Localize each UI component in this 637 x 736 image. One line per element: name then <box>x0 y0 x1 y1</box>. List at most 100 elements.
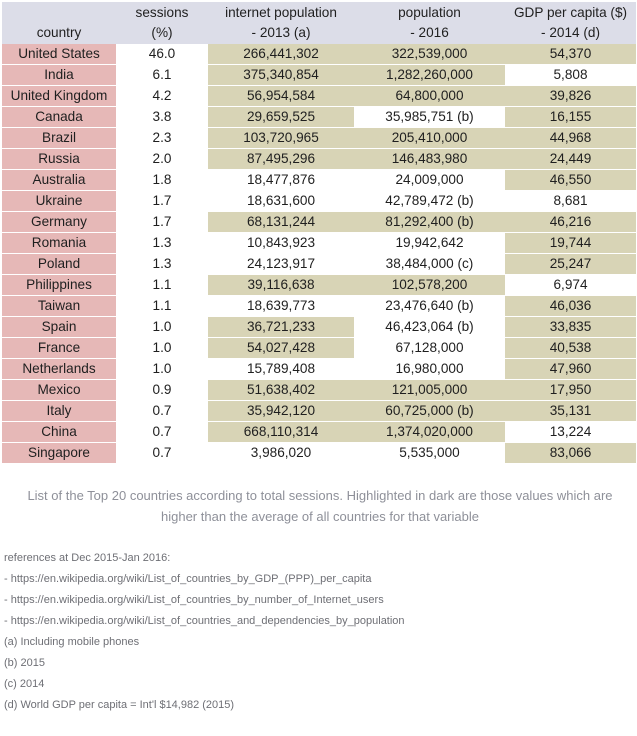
cell-gdp-per-capita: 33,835 <box>505 316 636 338</box>
cell-country: Germany <box>2 211 116 233</box>
cell-internet-population: 24,123,917 <box>208 253 354 275</box>
cell-population: 5,535,000 <box>354 442 505 463</box>
cell-country: India <box>2 64 116 86</box>
caption-line: higher than the average of all countries… <box>161 509 479 524</box>
table-row: Philippines 1.1 39,116,638 102,578,200 6,974 <box>2 274 636 296</box>
header-gdp-line2: - 2014 (d) <box>541 25 600 40</box>
cell-sessions: 1.1 <box>116 274 208 296</box>
cell-internet-population: 266,441,302 <box>208 44 354 65</box>
cell-sessions: 1.0 <box>116 316 208 338</box>
cell-gdp-per-capita: 35,131 <box>505 400 636 422</box>
cell-population: 67,128,000 <box>354 337 505 359</box>
cell-gdp-per-capita: 39,826 <box>505 85 636 107</box>
cell-country: Singapore <box>2 442 116 463</box>
table-row: Canada 3.8 29,659,525 35,985,751 (b) 16,155 <box>2 106 636 128</box>
cell-population: 102,578,200 <box>354 274 505 296</box>
caption-line: List of the Top 20 countries according t… <box>27 488 613 503</box>
table-row: Italy 0.7 35,942,120 60,725,000 (b) 35,131 <box>2 400 636 422</box>
cell-population: 16,980,000 <box>354 358 505 380</box>
cell-gdp-per-capita: 6,974 <box>505 274 636 296</box>
header-sessions-line1: sessions <box>135 5 189 20</box>
header-sessions: sessions (%) <box>116 2 208 44</box>
cell-sessions: 2.3 <box>116 127 208 149</box>
cell-gdp-per-capita: 17,950 <box>505 379 636 401</box>
cell-population: 60,725,000 (b) <box>354 400 505 422</box>
cell-sessions: 6.1 <box>116 64 208 86</box>
cell-sessions: 1.0 <box>116 337 208 359</box>
cell-country: Ukraine <box>2 190 116 212</box>
table-row: Australia 1.8 18,477,876 24,009,000 46,550 <box>2 169 636 191</box>
footnote-c: (c) 2014 <box>4 678 45 690</box>
header-gdp: GDP per capita ($) - 2014 (d) <box>505 2 636 44</box>
cell-gdp-per-capita: 54,370 <box>505 44 636 65</box>
cell-gdp-per-capita: 83,066 <box>505 442 636 463</box>
cell-gdp-per-capita: 13,224 <box>505 421 636 443</box>
cell-sessions: 1.3 <box>116 232 208 254</box>
cell-gdp-per-capita: 40,538 <box>505 337 636 359</box>
cell-sessions: 1.0 <box>116 358 208 380</box>
table-row: Taiwan 1.1 18,639,773 23,476,640 (b) 46,036 <box>2 295 636 317</box>
header-population-line1: population <box>398 5 461 20</box>
cell-population: 205,410,000 <box>354 127 505 149</box>
cell-sessions: 0.7 <box>116 400 208 422</box>
header-country: country <box>2 2 116 44</box>
cell-population: 1,282,260,000 <box>354 64 505 86</box>
cell-internet-population: 18,639,773 <box>208 295 354 317</box>
cell-internet-population: 375,340,854 <box>208 64 354 86</box>
cell-population: 146,483,980 <box>354 148 505 170</box>
cell-country: Taiwan <box>2 295 116 317</box>
cell-internet-population: 3,986,020 <box>208 442 354 463</box>
table-row: Ukraine 1.7 18,631,600 42,789,472 (b) 8,681 <box>2 190 636 212</box>
header-internet-line2: - 2013 (a) <box>251 25 311 40</box>
cell-gdp-per-capita: 44,968 <box>505 127 636 149</box>
cell-population: 42,789,472 (b) <box>354 190 505 212</box>
table-row: France 1.0 54,027,428 67,128,000 40,538 <box>2 337 636 359</box>
cell-sessions: 1.1 <box>116 295 208 317</box>
cell-country: Spain <box>2 316 116 338</box>
cell-country: France <box>2 337 116 359</box>
cell-sessions: 3.8 <box>116 106 208 128</box>
cell-country: Romania <box>2 232 116 254</box>
cell-gdp-per-capita: 46,216 <box>505 211 636 233</box>
cell-country: China <box>2 421 116 443</box>
header-internet-line1: internet population <box>225 5 337 20</box>
table-row: Germany 1.7 68,131,244 81,292,400 (b) 46,216 <box>2 211 636 233</box>
cell-gdp-per-capita: 47,960 <box>505 358 636 380</box>
cell-sessions: 0.7 <box>116 442 208 463</box>
footnote-d: (d) World GDP per capita = Int'l $14,982… <box>4 699 235 711</box>
table-row: China 0.7 668,110,314 1,374,020,000 13,224 <box>2 421 636 443</box>
cell-sessions: 2.0 <box>116 148 208 170</box>
reference-link: - https://en.wikipedia.org/wiki/List_of_… <box>4 615 405 627</box>
countries-table: country sessions (%) internet population -… <box>2 2 636 463</box>
cell-sessions: 1.7 <box>116 211 208 233</box>
cell-population: 38,484,000 (c) <box>354 253 505 275</box>
cell-sessions: 46.0 <box>116 44 208 65</box>
cell-internet-population: 68,131,244 <box>208 211 354 233</box>
cell-sessions: 1.8 <box>116 169 208 191</box>
reference-link: - https://en.wikipedia.org/wiki/List_of_… <box>4 573 372 585</box>
cell-country: Philippines <box>2 274 116 296</box>
cell-country: Italy <box>2 400 116 422</box>
cell-internet-population: 15,789,408 <box>208 358 354 380</box>
table-row: United States 46.0 266,441,302 322,539,000 5… <box>2 44 636 65</box>
cell-population: 23,476,640 (b) <box>354 295 505 317</box>
cell-internet-population: 51,638,402 <box>208 379 354 401</box>
cell-internet-population: 35,942,120 <box>208 400 354 422</box>
table-row: Spain 1.0 36,721,233 46,423,064 (b) 33,835 <box>2 316 636 338</box>
header-internet-population: internet population - 2013 (a) <box>208 2 354 44</box>
cell-population: 322,539,000 <box>354 44 505 65</box>
cell-internet-population: 36,721,233 <box>208 316 354 338</box>
cell-internet-population: 18,477,876 <box>208 169 354 191</box>
cell-population: 24,009,000 <box>354 169 505 191</box>
cell-internet-population: 103,720,965 <box>208 127 354 149</box>
cell-internet-population: 668,110,314 <box>208 421 354 443</box>
footnote-b: (b) 2015 <box>4 657 45 669</box>
references: references at Dec 2015-Jan 2016: - https… <box>4 548 405 716</box>
cell-gdp-per-capita: 5,808 <box>505 64 636 86</box>
cell-country: United Kingdom <box>2 85 116 107</box>
cell-population: 121,005,000 <box>354 379 505 401</box>
cell-country: Canada <box>2 106 116 128</box>
cell-country: Mexico <box>2 379 116 401</box>
cell-population: 19,942,642 <box>354 232 505 254</box>
